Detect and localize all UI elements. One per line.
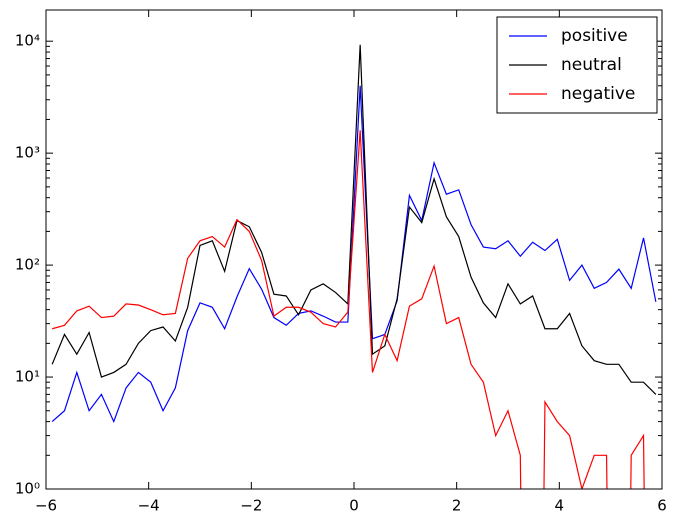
line-series (51, 85, 657, 424)
x-tick-label: −4 (138, 497, 160, 515)
x-tick-label: −2 (240, 497, 262, 515)
y-tick-label: 10⁰ (15, 480, 40, 498)
legend-label: positive (561, 26, 628, 46)
x-tick-label: 4 (555, 497, 565, 515)
x-tick-label: −6 (35, 497, 57, 515)
y-tick-label: 10¹ (15, 368, 40, 386)
y-tick-label: 10⁴ (15, 32, 40, 50)
y-tick-label: 10³ (15, 144, 40, 162)
y-tick-label: 10² (15, 256, 40, 274)
line-series (51, 130, 645, 489)
x-tick-label: 0 (349, 497, 359, 515)
x-tick-label: 2 (452, 497, 462, 515)
legend-label: neutral (561, 55, 622, 75)
legend-label: negative (561, 84, 635, 104)
plot-lines (51, 44, 657, 489)
line-series (51, 44, 657, 395)
x-tick-label: 6 (657, 497, 667, 515)
